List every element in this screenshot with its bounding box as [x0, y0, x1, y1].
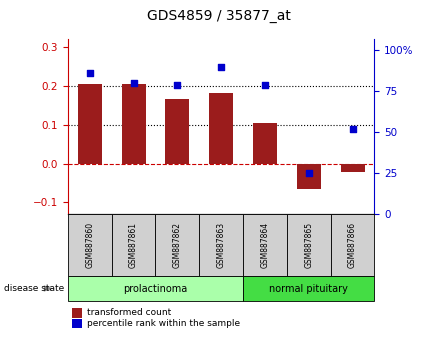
Text: GSM887865: GSM887865 — [304, 222, 313, 268]
Text: GSM887866: GSM887866 — [348, 222, 357, 268]
Point — [218, 64, 225, 70]
Bar — [166, 99, 190, 164]
Text: GDS4859 / 35877_at: GDS4859 / 35877_at — [147, 9, 291, 23]
Text: GSM887860: GSM887860 — [85, 222, 94, 268]
Bar — [209, 93, 233, 164]
Bar — [253, 124, 277, 164]
Bar — [341, 164, 364, 172]
Point — [305, 170, 312, 176]
Text: percentile rank within the sample: percentile rank within the sample — [87, 319, 240, 328]
Point — [261, 82, 268, 88]
Bar — [297, 164, 321, 189]
Text: prolactinoma: prolactinoma — [124, 284, 187, 293]
Text: normal pituitary: normal pituitary — [269, 284, 348, 293]
Point — [86, 70, 93, 76]
Bar — [78, 84, 102, 164]
Point — [130, 80, 137, 86]
Text: disease state: disease state — [4, 284, 65, 293]
Text: transformed count: transformed count — [87, 308, 171, 317]
Bar — [122, 84, 145, 164]
Text: GSM887862: GSM887862 — [173, 222, 182, 268]
Text: GSM887863: GSM887863 — [217, 222, 226, 268]
Text: GSM887861: GSM887861 — [129, 222, 138, 268]
Point — [349, 126, 356, 132]
Text: GSM887864: GSM887864 — [261, 222, 269, 268]
Point — [174, 82, 181, 88]
